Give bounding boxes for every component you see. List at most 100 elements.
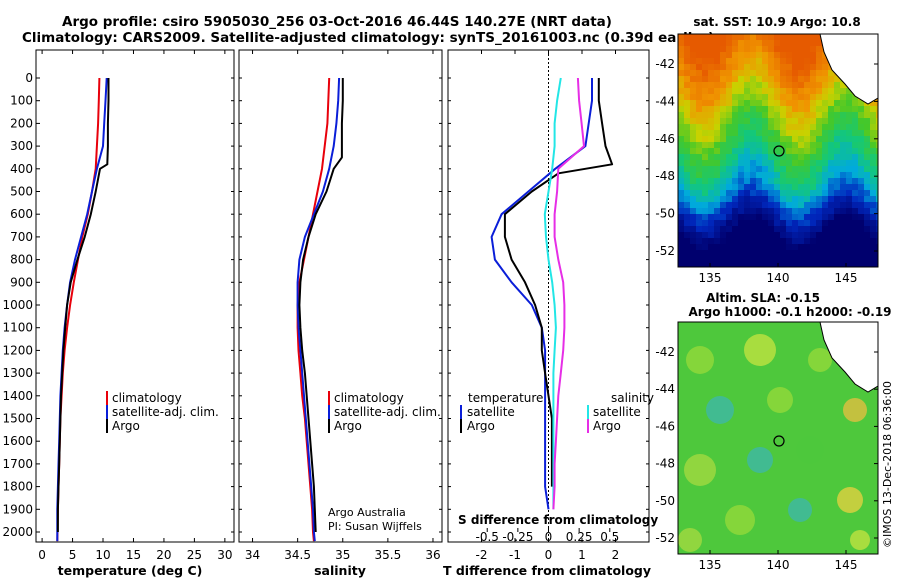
sst-cell (816, 268, 822, 274)
sst-cell (828, 82, 834, 88)
sst-cell (678, 70, 684, 76)
sst-cell (744, 184, 750, 190)
sst-cell (816, 184, 822, 190)
sst-cell (804, 46, 810, 52)
sst-cell (762, 202, 768, 208)
sst-cell (714, 244, 720, 250)
sst-cell (780, 262, 786, 267)
sst-cell (846, 100, 852, 106)
sst-cell (786, 82, 792, 88)
sst-cell (828, 154, 834, 160)
sst-cell (708, 52, 714, 58)
sst-cell (804, 88, 810, 94)
sst-cell (804, 244, 810, 250)
sst-cell (792, 52, 798, 58)
map-ytick-label: -48 (655, 169, 675, 183)
sst-cell (798, 160, 804, 166)
sst-cell (708, 202, 714, 208)
sst-cell (738, 196, 744, 202)
title-line2: Climatology: CARS2009. Satellite-adjuste… (22, 30, 714, 46)
sst-cell (696, 100, 702, 106)
sst-cell (726, 196, 732, 202)
sst-cell (690, 232, 696, 238)
sst-cell (870, 232, 876, 238)
sst-cell (780, 226, 786, 232)
sst-cell (702, 100, 708, 106)
sst-cell (774, 70, 780, 76)
sst-cell (804, 262, 810, 267)
sst-cell (708, 208, 714, 214)
sst-cell (810, 52, 816, 58)
sst-cell (810, 262, 816, 267)
sst-cell (696, 184, 702, 190)
sst-cell (726, 268, 732, 274)
sst-cell (726, 190, 732, 196)
ytick-label: 1900 (2, 502, 33, 516)
sst-cell (714, 172, 720, 178)
sst-cell (732, 208, 738, 214)
land-tasmania (819, 322, 878, 393)
sst-cell (726, 52, 732, 58)
sst-cell (702, 64, 708, 70)
sst-cell (696, 232, 702, 238)
sst-cell (834, 178, 840, 184)
sst-cell (828, 262, 834, 267)
sst-cell (708, 46, 714, 52)
sst-cell (792, 244, 798, 250)
sst-cell (828, 172, 834, 178)
sst-cell (726, 256, 732, 262)
sst-cell (852, 262, 858, 267)
sst-cell (780, 70, 786, 76)
sst-cell (708, 64, 714, 70)
legend-label-sal-argo: Argo (593, 419, 621, 433)
sst-cell (720, 70, 726, 76)
sst-cell (762, 220, 768, 226)
sst-cell (792, 118, 798, 124)
sst-cell (744, 34, 750, 40)
sst-cell (876, 190, 878, 196)
sst-cell (714, 154, 720, 160)
xtick-label: 2 (612, 548, 620, 562)
sst-cell (780, 154, 786, 160)
sst-cell (732, 58, 738, 64)
sst-cell (858, 256, 864, 262)
sst-cell (792, 226, 798, 232)
sst-cell (840, 94, 846, 100)
sst-cell (690, 268, 696, 274)
xtick-label: 36 (425, 548, 440, 562)
sst-cell (864, 208, 870, 214)
map-xtick-label: 135 (699, 558, 722, 572)
sst-cell (804, 142, 810, 148)
temperature-xlabel: temperature (deg C) (58, 563, 203, 578)
sst-cell (750, 118, 756, 124)
sst-cell (702, 148, 708, 154)
sst-cell (684, 70, 690, 76)
sst-cell (804, 58, 810, 64)
sst-cell (774, 76, 780, 82)
sst-cell (822, 262, 828, 267)
sst-cell (786, 202, 792, 208)
sst-cell (828, 244, 834, 250)
sst-cell (714, 238, 720, 244)
sst-cell (816, 232, 822, 238)
sst-cell (768, 88, 774, 94)
sst-cell (690, 76, 696, 82)
sst-cell (786, 88, 792, 94)
sst-cell (714, 148, 720, 154)
sst-cell (768, 64, 774, 70)
sst-cell (810, 118, 816, 124)
sst-cell (792, 70, 798, 76)
sst-cell (732, 34, 738, 40)
sst-cell (864, 196, 870, 202)
sst-cell (792, 106, 798, 112)
sst-cell (678, 112, 684, 118)
sst-cell (690, 124, 696, 130)
sst-cell (846, 112, 852, 118)
sst-cell (834, 136, 840, 142)
sst-cell (876, 220, 878, 226)
sst-cell (828, 250, 834, 256)
sst-cell (780, 172, 786, 178)
sst-cell (870, 106, 876, 112)
sst-cell (696, 70, 702, 76)
